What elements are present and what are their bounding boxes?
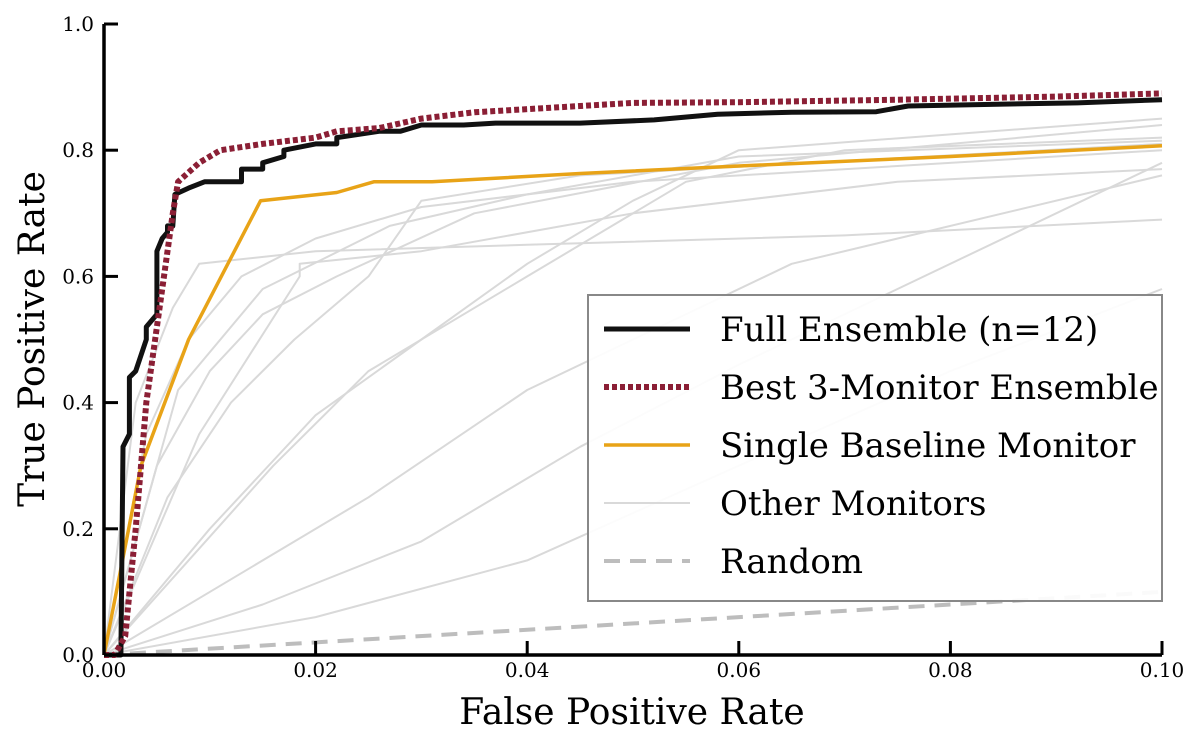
- y-tick-label: 0.6: [62, 264, 94, 288]
- other-monitor-line-8: [103, 161, 1163, 656]
- other-monitor-line-1: [103, 218, 1163, 656]
- other-monitor-line-10: [103, 168, 1163, 656]
- x-tick-label: 0.04: [505, 658, 550, 682]
- axes: [102, 24, 1162, 657]
- legend: Full Ensemble (n=12) Best 3-Monitor Ensem…: [587, 294, 1163, 602]
- x-tick-label: 0.06: [717, 658, 762, 682]
- series-line-best-3-monitor-ensemble: [104, 90, 1163, 658]
- x-tick-label: 0.08: [928, 658, 973, 682]
- y-tick-label: 0.2: [62, 517, 94, 541]
- y-tick-label: 0.0: [62, 643, 94, 667]
- series-line-single-baseline-monitor: [102, 144, 1163, 656]
- other-monitor-line-5: [103, 117, 1163, 656]
- legend-label-other-monitors: Other Monitors: [720, 484, 987, 524]
- x-tick-label: 0.00: [82, 658, 127, 682]
- x-tick-label: 0.02: [293, 658, 338, 682]
- legend-label-single-baseline-monitor: Single Baseline Monitor: [720, 426, 1136, 466]
- series-line-full-ensemble-n-12: [104, 97, 1163, 658]
- y-axis-title: True Positive Rate: [12, 171, 53, 507]
- y-tick-label: 1.0: [62, 12, 94, 36]
- axis-ticks: 0.00 0.02 0.04 0.06 0.08 0.10 0.0 0.2 0.4 0.6 0.8 1…: [62, 12, 1184, 682]
- other-monitor-line-7: [103, 174, 1163, 656]
- y-tick-label: 0.8: [62, 138, 94, 162]
- legend-label-full-ensemble-n-12: Full Ensemble (n=12): [720, 310, 1098, 350]
- legend-box: [587, 294, 1163, 602]
- other-monitor-line-6: [103, 136, 1163, 656]
- y-tick-label: 0.4: [62, 391, 94, 415]
- other-monitor-line-11: [103, 139, 1163, 656]
- main-series-lines: [102, 90, 1163, 658]
- legend-label-random: Random: [720, 542, 863, 582]
- legend-label-best-3-monitor-ensemble: Best 3-Monitor Ensemble: [720, 368, 1159, 408]
- series-line-random: [103, 589, 1163, 657]
- x-tick-label: 0.10: [1140, 658, 1185, 682]
- x-axis-title: False Positive Rate: [459, 692, 804, 733]
- other-monitor-line-2: [103, 149, 1163, 656]
